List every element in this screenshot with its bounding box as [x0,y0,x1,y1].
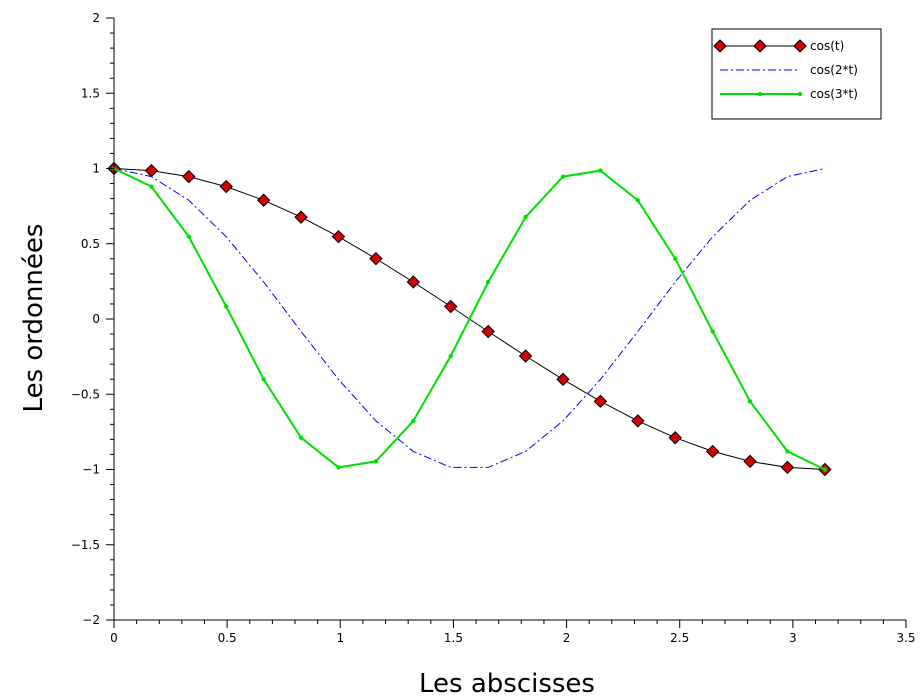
data-point [186,234,192,239]
data-point [373,459,379,464]
data-point [635,198,641,203]
x-tick-label: 3 [789,631,797,645]
data-point [411,418,416,424]
data-point [743,454,757,469]
data-point [144,163,159,178]
data-point [149,184,154,189]
series-2 [113,168,826,468]
data-point [298,435,304,440]
data-point [822,467,828,472]
data-point [673,256,678,261]
data-point [518,349,533,363]
data-point [747,399,753,404]
data-point [780,460,795,475]
legend-marker [753,39,767,53]
series-3 [111,166,828,472]
x-axis-title: Les abscisses [419,669,595,698]
data-point [444,299,458,314]
y-tick-label: 1.5 [81,86,100,100]
y-axis-title: Les ordonnées [19,224,49,413]
data-point [224,304,229,309]
data-point [182,169,196,184]
data-point [369,251,383,266]
y-tick-label: −2 [82,613,100,627]
legend-label: cos(3*t) [810,87,858,101]
x-tick-label: 1 [336,631,344,645]
y-tick-label: 2 [92,11,100,25]
data-point [560,174,566,179]
x-tick-label: 1.5 [444,631,463,645]
x-tick-label: 0 [110,631,118,645]
axes: 0 0.5 1 1.5 2 2.5 3 3.5 2 1.5 1 0.5 0 −0.5 −1 −1.5 −2 [71,11,916,645]
data-point [705,444,720,459]
data-point [219,179,233,194]
legend-item: cos(t) [713,39,844,53]
y-tick-label: −0.5 [71,387,100,401]
data-point [593,394,608,409]
y-tick-label: −1.5 [71,538,100,552]
x-tick-label: 2.5 [670,631,689,645]
legend-item: cos(3*t) [720,87,858,101]
y-tick-label: 0.5 [81,237,100,251]
data-point [256,193,271,207]
data-point [710,329,715,334]
data-point [523,214,528,220]
data-point [631,414,645,428]
y-tick-label: −1 [82,463,100,477]
plot-area [107,161,832,477]
y-tick-label: 0 [92,312,100,326]
legend: cos(t) cos(2*t) cos(3*t) [711,28,882,120]
legend-marker [793,39,807,53]
data-point [668,431,682,445]
series-line [113,168,826,468]
data-point [294,210,308,224]
legend-marker [713,39,727,53]
data-point [406,275,421,289]
x-tick-label: 3.5 [896,631,915,645]
data-point [598,168,603,173]
data-point [785,449,790,454]
legend-marker [797,91,803,97]
data-point [261,377,266,382]
legend-label: cos(2*t) [810,63,858,77]
series-line [113,167,826,471]
x-tick-label: 2 [563,631,571,645]
series-1 [107,161,832,477]
y-tick-label: 1 [92,162,100,176]
data-point [481,324,495,339]
data-point [448,353,453,359]
legend-marker [757,91,763,97]
x-tick-label: 0.5 [218,631,237,645]
data-point [331,229,346,244]
data-point [556,372,570,387]
legend-item: cos(2*t) [720,63,858,77]
data-point [485,279,491,285]
data-point [336,465,341,470]
legend-label: cos(t) [810,39,844,53]
